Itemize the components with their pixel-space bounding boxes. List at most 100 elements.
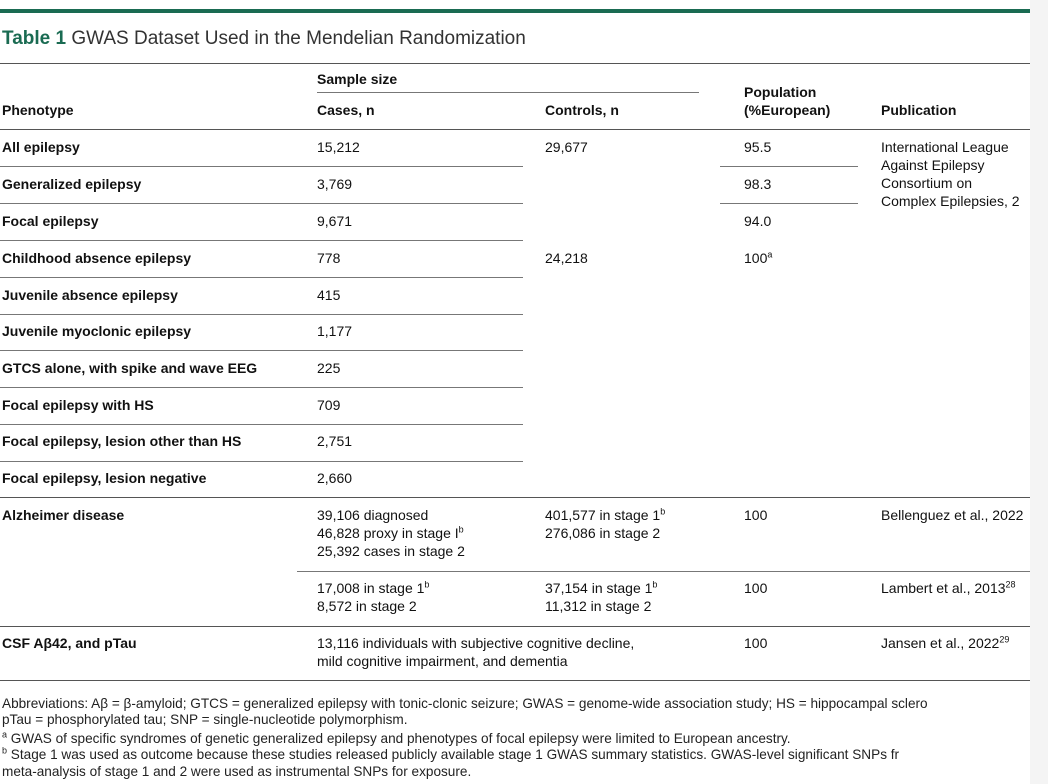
row-cases: 2,660 <box>317 470 353 486</box>
row-cases: 709 <box>317 397 341 413</box>
table-title: Table 1 GWAS Dataset Used in the Mendeli… <box>2 28 526 50</box>
controls-text: 401,577 in stage 1 <box>545 507 661 523</box>
footnote-mark: b <box>2 745 8 756</box>
cases-text: 46,828 proxy in stage I <box>317 525 459 541</box>
publication-line: Against Epilepsy <box>881 157 985 173</box>
table-bottom-rule <box>0 680 1030 681</box>
row-population: 95.5 <box>744 139 772 155</box>
row-cases: 415 <box>317 287 341 303</box>
row-divider <box>0 277 523 278</box>
row-cases: 778 <box>317 250 341 266</box>
row-divider <box>720 166 858 167</box>
section-rule <box>0 626 1030 627</box>
row-controls: 24,218 <box>545 250 588 266</box>
population-header-line1: Population <box>744 84 817 100</box>
row-phenotype: All epilepsy <box>2 139 80 155</box>
row-divider <box>297 571 1030 572</box>
row-cases: 15,212 <box>317 139 360 155</box>
row-divider <box>0 203 523 204</box>
table-caption: GWAS Dataset Used in the Mendelian Rando… <box>71 28 526 49</box>
alzheimer-phenotype: Alzheimer disease <box>2 507 125 523</box>
row-phenotype: Childhood absence epilepsy <box>2 250 192 266</box>
section-rule <box>0 497 1030 498</box>
row-divider <box>0 314 523 315</box>
row-controls: 29,677 <box>545 139 588 155</box>
publication-text: Lambert et al., 201328 <box>881 579 1016 597</box>
reference-mark: 28 <box>1005 579 1016 590</box>
row-phenotype: GTCS alone, with spike and wave EEG <box>2 360 258 376</box>
row-divider <box>0 461 523 462</box>
sample-size-header: Sample size <box>317 71 398 87</box>
cases-line: 8,572 in stage 2 <box>317 598 417 614</box>
footnote-a: a GWAS of specific syndromes of genetic … <box>2 729 791 747</box>
row-divider <box>0 240 523 241</box>
row-divider <box>0 424 523 425</box>
reference-mark: 29 <box>999 634 1010 645</box>
publication-header: Publication <box>881 102 957 118</box>
controls-header: Controls, n <box>545 102 619 118</box>
row-cases: 9,671 <box>317 213 353 229</box>
footnote-abbreviations: Abbreviations: Aβ = β-amyloid; GTCS = ge… <box>2 696 928 711</box>
publication-text: Jansen et al., 202229 <box>881 634 1009 652</box>
row-phenotype: Juvenile absence epilepsy <box>2 287 178 303</box>
footnote-mark: b <box>652 579 658 590</box>
row-population: 94.0 <box>744 213 772 229</box>
footnote-b-cont: meta-analysis of stage 1 and 2 were used… <box>2 764 472 779</box>
footnote-text: Stage 1 was used as outcome because thes… <box>7 747 900 762</box>
publication-line: Complex Epilepsies, 2 <box>881 193 1020 209</box>
sample-size-rule <box>317 92 699 93</box>
cases-line: 13,116 individuals with subjective cogni… <box>317 635 635 651</box>
controls-line: 401,577 in stage 1b <box>545 506 665 524</box>
cases-line: 25,392 cases in stage 2 <box>317 543 465 559</box>
footnote-abbreviations-cont: pTau = phosphorylated tau; SNP = single-… <box>2 712 408 727</box>
row-phenotype: Juvenile myoclonic epilepsy <box>2 323 192 339</box>
controls-line: 276,086 in stage 2 <box>545 525 661 541</box>
row-divider <box>0 350 523 351</box>
publication-text: Bellenguez et al., 2022 <box>881 507 1024 523</box>
row-cases: 225 <box>317 360 341 376</box>
footnote-mark: b <box>424 579 430 590</box>
row-divider <box>0 387 523 388</box>
header-top-rule <box>0 63 1030 64</box>
cases-header: Cases, n <box>317 102 375 118</box>
table-label: Table 1 <box>2 28 67 49</box>
row-cases: 1,177 <box>317 323 353 339</box>
controls-line: 11,312 in stage 2 <box>545 598 652 614</box>
row-phenotype: Focal epilepsy with HS <box>2 397 154 413</box>
controls-text: 37,154 in stage 1 <box>545 580 653 596</box>
csf-phenotype: CSF Aβ42, and pTau <box>2 635 137 651</box>
footnote-mark: b <box>660 506 666 517</box>
row-phenotype: Focal epilepsy, lesion negative <box>2 470 207 486</box>
footnote-mark: b <box>458 524 464 535</box>
cases-line: 39,106 diagnosed <box>317 507 429 523</box>
row-phenotype: Generalized epilepsy <box>2 176 142 192</box>
row-divider <box>720 203 858 204</box>
population-value: 100 <box>744 250 768 266</box>
publication-name: Jansen et al., 2022 <box>881 635 1000 651</box>
top-accent-bar <box>0 9 1030 13</box>
footnote-text: GWAS of specific syndromes of genetic ge… <box>7 731 791 746</box>
row-divider <box>0 166 523 167</box>
row-population: 100a <box>744 249 772 267</box>
cases-text: 17,008 in stage 1 <box>317 580 425 596</box>
publication-line: International League <box>881 139 1009 155</box>
publication-name: Lambert et al., 2013 <box>881 580 1006 596</box>
footnote-mark: a <box>767 249 773 260</box>
footnote-b: b Stage 1 was used as outcome because th… <box>2 745 900 763</box>
population-value: 100 <box>744 507 768 523</box>
phenotype-header: Phenotype <box>2 102 74 118</box>
population-header-line2: (%European) <box>744 102 831 118</box>
row-phenotype: Focal epilepsy, lesion other than HS <box>2 433 242 449</box>
cases-line: 46,828 proxy in stage Ib <box>317 524 464 542</box>
row-cases: 3,769 <box>317 176 353 192</box>
row-phenotype: Focal epilepsy <box>2 213 99 229</box>
cases-line: mild cognitive impairment, and dementia <box>317 653 568 669</box>
footnote-mark: a <box>2 729 8 740</box>
header-bottom-rule <box>0 129 1030 130</box>
row-cases: 2,751 <box>317 433 353 449</box>
publication-line: Consortium on <box>881 175 973 191</box>
controls-line: 37,154 in stage 1b <box>545 579 657 597</box>
row-population: 98.3 <box>744 176 772 192</box>
population-value: 100 <box>744 635 768 651</box>
